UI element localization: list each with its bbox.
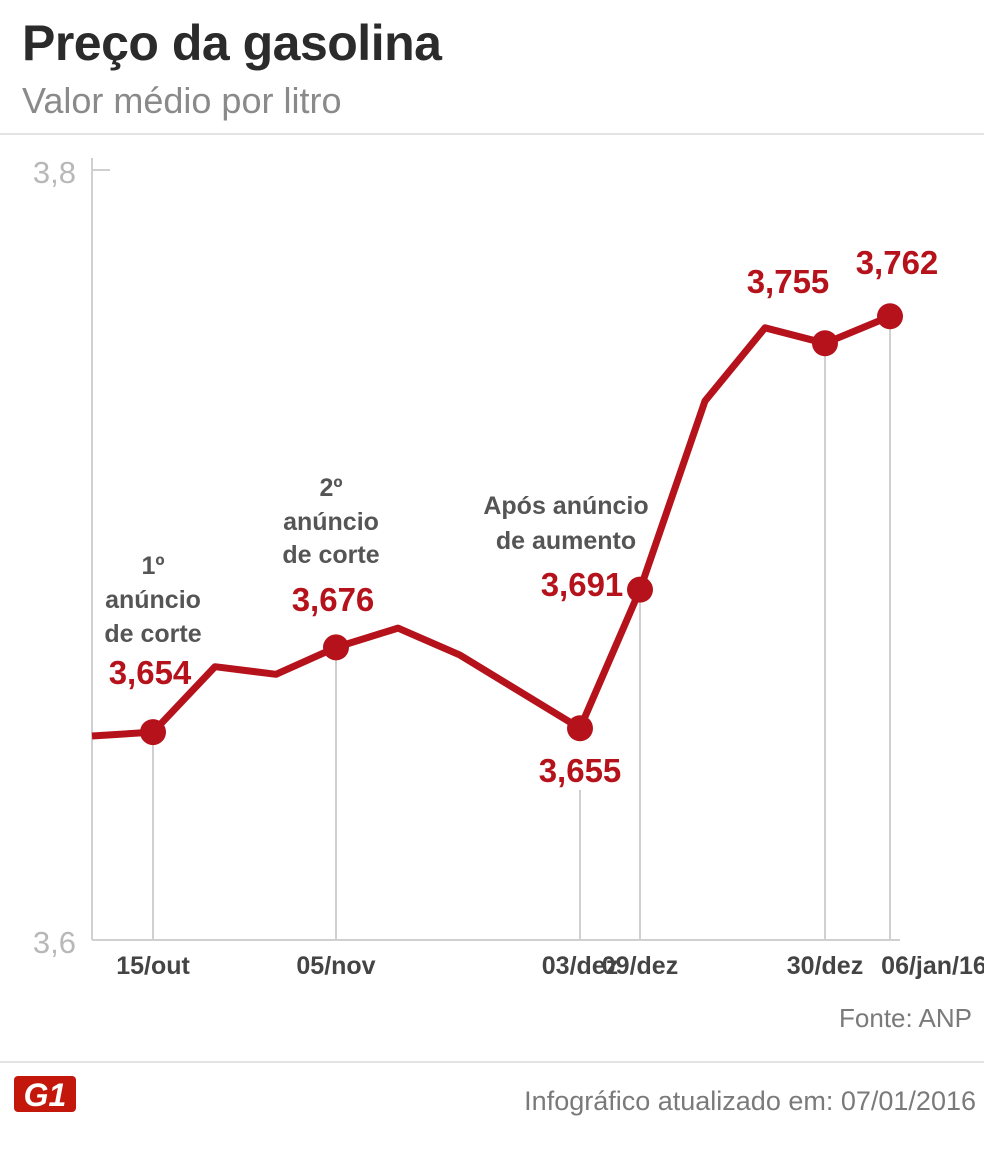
x-tick-label: 03/dez [542,952,618,980]
y-tick-label: 3,6 [33,925,76,960]
update-note: Infográfico atualizado em: 07/01/2016 [524,1086,976,1116]
data-label: 3,654 [109,654,192,691]
data-point-marker [140,719,166,746]
data-label: 3,691 [541,566,624,603]
header-divider [0,133,984,135]
y-tick-label: 3,8 [33,155,76,190]
source-note: Fonte: ANP [839,1003,972,1033]
data-point-marker [627,576,653,603]
data-label: 3,655 [539,752,622,789]
data-point-marker [877,303,903,330]
x-tick-label: 05/nov [296,952,375,980]
data-label: 3,755 [747,263,830,300]
annotation-text: anúncio [283,508,379,536]
data-label: 3,762 [856,244,939,281]
annotation-text: de aumento [496,527,636,555]
chart-subtitle: Valor médio por litro [22,80,342,121]
svg-text:G1: G1 [24,1077,67,1113]
annotation-text: 1º [141,552,164,580]
data-label: 3,676 [292,581,375,618]
data-point-marker [567,715,593,742]
x-tick-label: 06/jan/16 [881,952,984,980]
annotation-text: anúncio [105,586,201,614]
g1-logo: G1 [14,1076,76,1113]
price-series-line [91,313,892,740]
x-tick-label: 15/out [116,952,190,980]
footer-divider [0,1061,984,1063]
x-tick-label: 09/dez [602,952,678,980]
annotation-text: de corte [282,541,379,569]
chart-title: Preço da gasolina [22,15,442,71]
x-tick-label: 30/dez [787,952,863,980]
data-point-marker [323,634,349,661]
data-point-marker [812,330,838,357]
annotation-text: 2º [319,474,342,502]
annotation-text: de corte [104,620,201,648]
annotation-text: Após anúncio [483,492,648,520]
